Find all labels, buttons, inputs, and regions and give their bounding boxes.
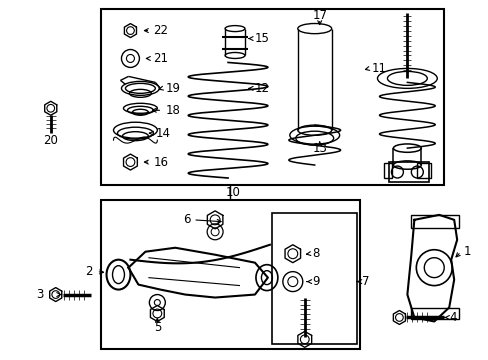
Text: 19: 19 xyxy=(165,82,180,95)
Text: 5: 5 xyxy=(153,321,161,334)
Text: 12: 12 xyxy=(254,82,269,95)
Text: 4: 4 xyxy=(448,311,456,324)
Text: 11: 11 xyxy=(371,62,386,75)
Text: 20: 20 xyxy=(43,134,58,147)
Bar xyxy=(101,9,443,185)
Text: 6: 6 xyxy=(183,213,190,226)
Text: 17: 17 xyxy=(311,9,326,22)
Text: 10: 10 xyxy=(225,186,240,199)
Text: 3: 3 xyxy=(36,288,43,301)
Text: 18: 18 xyxy=(165,104,180,117)
Bar xyxy=(410,307,458,319)
Text: 15: 15 xyxy=(254,32,269,45)
Bar xyxy=(416,163,430,178)
Bar xyxy=(271,213,356,345)
Bar xyxy=(384,163,392,178)
Text: 22: 22 xyxy=(153,24,168,37)
Text: 2: 2 xyxy=(85,265,92,278)
Text: 16: 16 xyxy=(153,156,168,168)
Bar xyxy=(388,162,428,182)
Bar xyxy=(410,215,458,228)
Text: 8: 8 xyxy=(312,247,320,260)
Text: 9: 9 xyxy=(312,275,320,288)
Text: 21: 21 xyxy=(153,52,168,65)
Text: 1: 1 xyxy=(463,245,471,258)
Text: 13: 13 xyxy=(312,141,326,155)
Text: 14: 14 xyxy=(155,127,170,140)
Bar xyxy=(101,200,359,349)
Text: 7: 7 xyxy=(361,275,368,288)
